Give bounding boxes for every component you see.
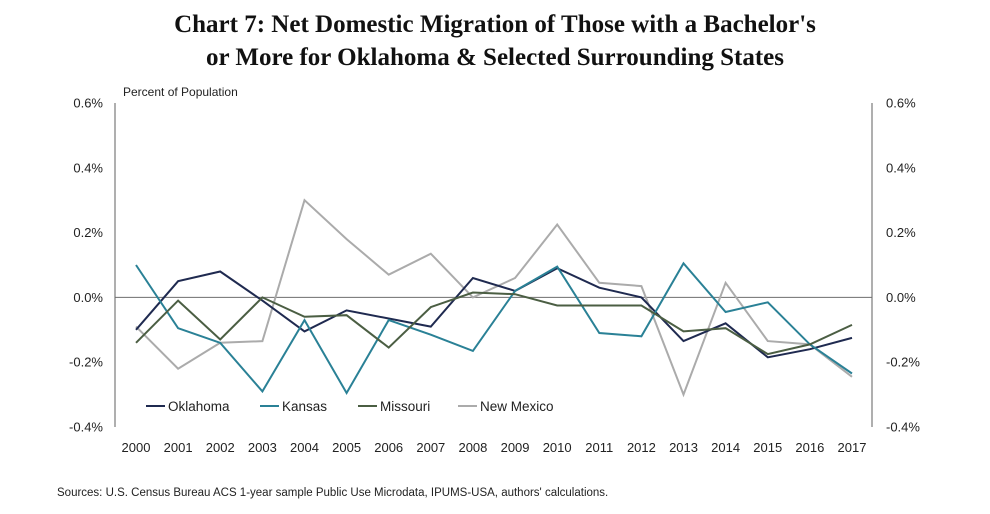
y-tick-label-left: 0.4% bbox=[73, 160, 103, 175]
legend-label-missouri: Missouri bbox=[380, 399, 430, 414]
x-tick-label: 2010 bbox=[543, 440, 572, 455]
y-axis-label: Percent of Population bbox=[123, 85, 238, 99]
x-tick-label: 2006 bbox=[374, 440, 403, 455]
x-tick-label: 2008 bbox=[458, 440, 487, 455]
x-tick-label: 2007 bbox=[416, 440, 445, 455]
x-tick-label: 2009 bbox=[501, 440, 530, 455]
chart-title-line-1: Chart 7: Net Domestic Migration of Those… bbox=[174, 11, 816, 38]
x-tick-label: 2004 bbox=[290, 440, 319, 455]
legend-label-new-mexico: New Mexico bbox=[480, 399, 554, 414]
x-tick-label: 2002 bbox=[206, 440, 235, 455]
y-tick-label-left: 0.0% bbox=[73, 290, 103, 305]
x-tick-label: 2005 bbox=[332, 440, 361, 455]
x-tick-label: 2001 bbox=[164, 440, 193, 455]
y-tick-label-right: 0.4% bbox=[886, 160, 916, 175]
series-line-kansas bbox=[135, 261, 853, 395]
x-tick-label: 2000 bbox=[122, 440, 151, 455]
legend-label-oklahoma: Oklahoma bbox=[168, 399, 230, 414]
series-line-oklahoma bbox=[135, 267, 853, 359]
x-tick-label: 2013 bbox=[669, 440, 698, 455]
chart-title-line-2: or More for Oklahoma & Selected Surround… bbox=[205, 44, 784, 71]
y-tick-label-left: 0.6% bbox=[73, 96, 103, 111]
y-tick-label-right: 0.0% bbox=[886, 290, 916, 305]
x-tick-label: 2003 bbox=[248, 440, 277, 455]
y-tick-label-right: 0.2% bbox=[886, 225, 916, 240]
legend-label-kansas: Kansas bbox=[282, 399, 327, 414]
x-tick-label: 2017 bbox=[838, 440, 867, 455]
chart-title: Chart 7: Net Domestic Migration of Those… bbox=[0, 8, 990, 74]
series-line-new-mexico bbox=[135, 198, 853, 398]
y-tick-label-right: 0.6% bbox=[886, 96, 916, 111]
y-tick-label-left: 0.2% bbox=[73, 225, 103, 240]
x-tick-label: 2012 bbox=[627, 440, 656, 455]
y-tick-label-left: -0.4% bbox=[69, 420, 103, 435]
x-tick-label: 2016 bbox=[795, 440, 824, 455]
series-line-missouri bbox=[135, 291, 853, 356]
y-tick-label-right: -0.4% bbox=[886, 420, 920, 435]
y-tick-label-right: -0.2% bbox=[886, 355, 920, 370]
x-tick-label: 2014 bbox=[711, 440, 740, 455]
y-tick-label-left: -0.2% bbox=[69, 355, 103, 370]
x-tick-label: 2015 bbox=[753, 440, 782, 455]
x-tick-label: 2011 bbox=[585, 440, 613, 455]
source-note: Sources: U.S. Census Bureau ACS 1-year s… bbox=[57, 487, 609, 499]
